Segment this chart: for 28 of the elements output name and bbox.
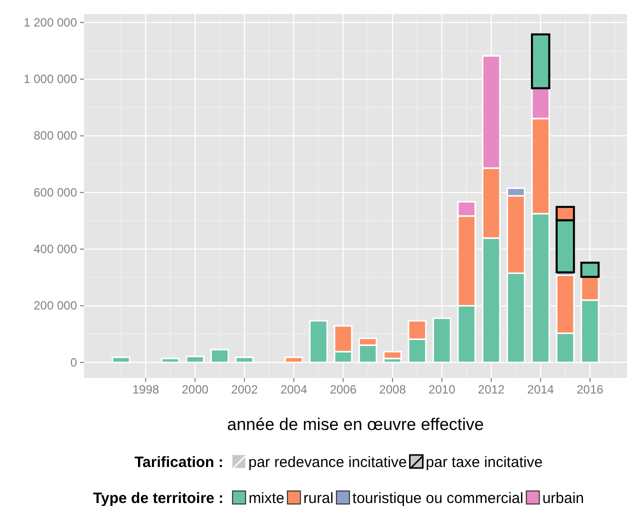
y-tick-label: 400 000 — [34, 242, 78, 256]
text: par taxe incitative — [426, 454, 543, 471]
x-tick-label: 2006 — [330, 382, 357, 397]
x-tick-label: 2010 — [428, 382, 456, 397]
y-tick-label: 1 000 000 — [24, 72, 78, 86]
legend-label: rural — [303, 490, 334, 506]
legend-label: touristique ou commercial — [352, 490, 524, 506]
x-tick-label: 2004 — [280, 382, 308, 397]
legend-label: urbain — [542, 490, 584, 506]
text: par redevance incitative — [248, 454, 407, 471]
x-tick-label: 2002 — [231, 382, 258, 397]
bar — [580, 262, 600, 278]
x-axis-title: année de mise en œuvre effective — [227, 415, 484, 434]
y-tick-label: 600 000 — [34, 185, 78, 200]
x-tick-label: 2014 — [527, 382, 554, 397]
text: Tarification : — [134, 454, 224, 471]
legend-label: mixte — [248, 490, 284, 506]
x-tick-label: 2008 — [379, 382, 406, 397]
x-tick-label: 2016 — [576, 382, 604, 397]
y-tick-label: 200 000 — [34, 298, 78, 313]
y-tick-label: 1 200 000 — [24, 15, 78, 30]
legend-title: Type de territoire : — [92, 490, 224, 506]
y-tick-label: 0 — [70, 355, 78, 370]
y-tick-label: 800 000 — [34, 128, 78, 143]
x-tick-label: 2000 — [182, 382, 209, 397]
bar — [530, 33, 550, 90]
x-tick-label: 1998 — [132, 382, 160, 397]
x-tick-label: 2012 — [478, 382, 505, 397]
